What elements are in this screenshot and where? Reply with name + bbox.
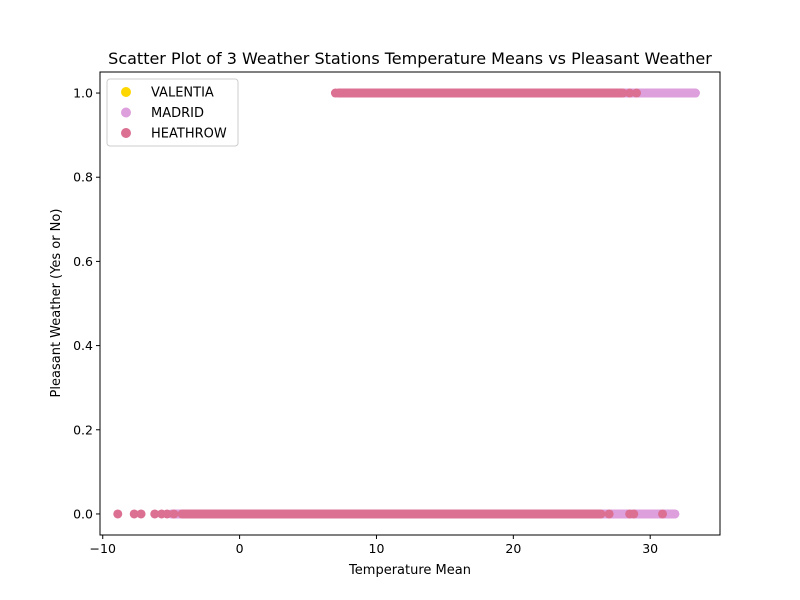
legend-label: MADRID bbox=[151, 106, 204, 121]
x-axis-ticks: −10 0 10 20 30 bbox=[90, 535, 658, 556]
legend: VALENTIA MADRID HEATHROW bbox=[106, 78, 239, 147]
data-point bbox=[658, 509, 668, 519]
data-point bbox=[632, 88, 642, 98]
legend-marker bbox=[121, 128, 131, 138]
data-point bbox=[341, 88, 351, 98]
y-tick-label: 0.0 bbox=[73, 506, 93, 521]
data-point bbox=[169, 509, 179, 519]
data-point bbox=[113, 509, 123, 519]
y-tick-label: 0.2 bbox=[73, 422, 93, 437]
y-tick-label: 0.4 bbox=[73, 338, 93, 353]
x-tick-label: −10 bbox=[90, 541, 116, 556]
y-tick-label: 1.0 bbox=[73, 86, 93, 101]
series-heathrow bbox=[113, 88, 668, 519]
data-point bbox=[625, 88, 635, 98]
x-tick-label: 0 bbox=[236, 541, 244, 556]
x-axis-label: Temperature Mean bbox=[348, 563, 471, 578]
y-tick-label: 0.6 bbox=[73, 254, 93, 269]
legend-label: VALENTIA bbox=[151, 86, 214, 101]
data-point bbox=[162, 509, 172, 519]
data-point bbox=[667, 88, 677, 98]
data-point bbox=[604, 509, 614, 519]
data-point bbox=[129, 509, 139, 519]
y-axis-ticks: 0.0 0.2 0.4 0.6 0.8 1.0 bbox=[73, 86, 100, 521]
legend-marker bbox=[121, 107, 131, 118]
y-axis-label: Pleasant Weather (Yes or No) bbox=[49, 209, 64, 398]
plot-frame bbox=[99, 71, 721, 536]
data-point bbox=[659, 88, 669, 98]
legend-marker bbox=[121, 87, 131, 97]
data-point bbox=[136, 509, 146, 519]
data-point bbox=[670, 509, 680, 519]
chart-title: Scatter Plot of 3 Weather Stations Tempe… bbox=[108, 49, 712, 68]
legend-box bbox=[106, 78, 239, 147]
legend-label: HEATHROW bbox=[151, 127, 227, 142]
x-tick-label: 20 bbox=[505, 541, 521, 556]
data-point bbox=[629, 509, 639, 519]
data-point bbox=[642, 509, 652, 519]
data-point bbox=[677, 88, 687, 98]
x-tick-label: 10 bbox=[369, 541, 385, 556]
data-marks bbox=[113, 88, 700, 519]
y-tick-label: 0.8 bbox=[73, 170, 93, 185]
x-tick-label: 30 bbox=[642, 541, 658, 556]
data-point bbox=[690, 88, 700, 98]
data-point bbox=[150, 509, 160, 519]
